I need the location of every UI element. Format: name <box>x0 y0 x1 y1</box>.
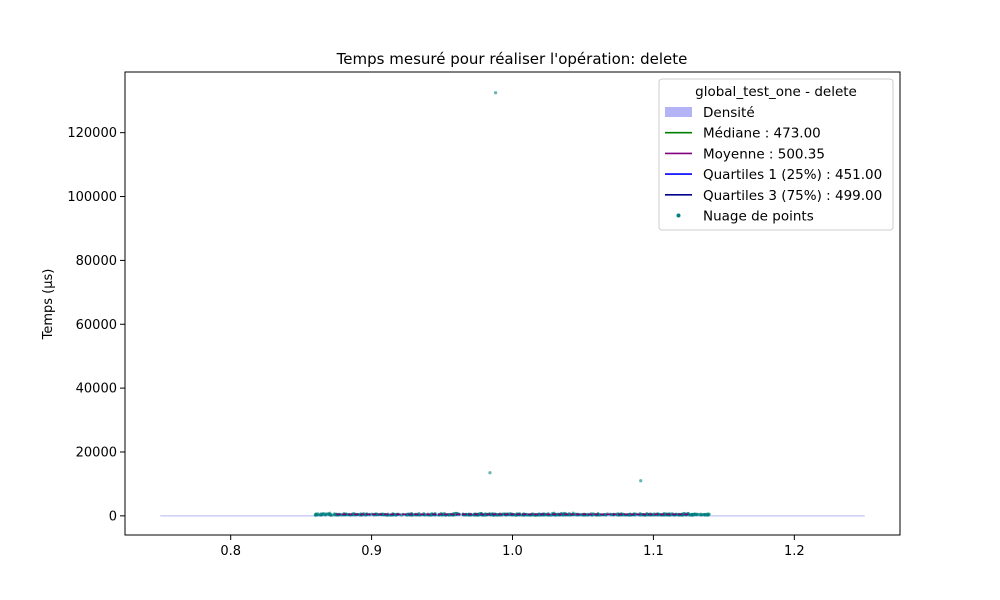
legend-entry: Densité <box>665 105 755 121</box>
scatter-point <box>393 513 397 517</box>
scatter-point <box>323 512 327 516</box>
x-tick-label: 0.8 <box>220 544 241 559</box>
chart-title: Temps mesuré pour réaliser l'opération: … <box>336 50 688 68</box>
x-tick-label: 1.2 <box>784 544 805 559</box>
legend-entry: Quartiles 1 (25%) : 451.00 <box>665 167 882 183</box>
legend-swatch <box>676 213 681 218</box>
x-tick-label: 1.1 <box>643 544 664 559</box>
scatter-point <box>405 513 409 517</box>
scatter-point <box>314 512 318 516</box>
legend-entry: Moyenne : 500.35 <box>665 146 825 162</box>
legend-label: Moyenne : 500.35 <box>703 146 825 162</box>
scatter-point <box>320 512 324 516</box>
scatter-point <box>690 513 694 517</box>
scatter-point <box>327 512 331 516</box>
scatter-point <box>334 513 338 517</box>
scatter-point <box>621 513 625 517</box>
y-axis-title: Temps (µs) <box>41 269 56 341</box>
legend-swatch <box>665 107 692 117</box>
legend-entry: Nuage de points <box>676 209 814 225</box>
x-axis: 0.8 0.9 1.0 1.1 1.2 <box>220 535 805 559</box>
scatter-point <box>489 513 493 517</box>
scatter-point <box>573 512 577 516</box>
scatter-point <box>657 512 661 516</box>
legend-label: Quartiles 3 (75%) : 499.00 <box>703 188 882 204</box>
y-tick-label: 80000 <box>76 254 117 269</box>
scatter-point <box>694 513 698 517</box>
legend-label: Médiane : 473.00 <box>703 126 821 142</box>
y-tick-label: 120000 <box>67 126 117 141</box>
legend-label: Nuage de points <box>703 209 814 225</box>
outlier-point <box>488 471 492 475</box>
y-tick-label: 40000 <box>76 382 117 397</box>
outlier-point <box>639 479 643 483</box>
legend-label: Densité <box>703 105 755 121</box>
legend-entry: Médiane : 473.00 <box>665 126 821 142</box>
legend-entry: Quartiles 3 (75%) : 499.00 <box>665 188 882 204</box>
legend: global_test_one - delete Densité Médiane … <box>658 78 894 231</box>
legend-label: Quartiles 1 (25%) : 451.00 <box>703 167 882 183</box>
y-axis: 0 20000 40000 60000 80000 100000 120000 <box>67 126 125 524</box>
outlier-point <box>493 91 498 95</box>
legend-box <box>658 78 894 231</box>
y-tick-label: 60000 <box>76 318 117 333</box>
scatter-point <box>703 513 707 517</box>
x-tick-label: 0.9 <box>361 544 382 559</box>
y-tick-label: 0 <box>109 509 117 524</box>
legend-entries: Densité Médiane : 473.00 Moyenne : 500.35 Q… <box>665 105 882 225</box>
legend-title: global_test_one - delete <box>695 84 857 100</box>
x-tick-label: 1.0 <box>502 544 523 559</box>
scatter-point <box>400 513 404 517</box>
y-tick-label: 20000 <box>76 445 117 460</box>
scatter-point <box>699 513 703 517</box>
plot-area <box>160 91 865 517</box>
y-tick-label: 100000 <box>67 190 117 205</box>
scatter-point <box>697 513 701 517</box>
